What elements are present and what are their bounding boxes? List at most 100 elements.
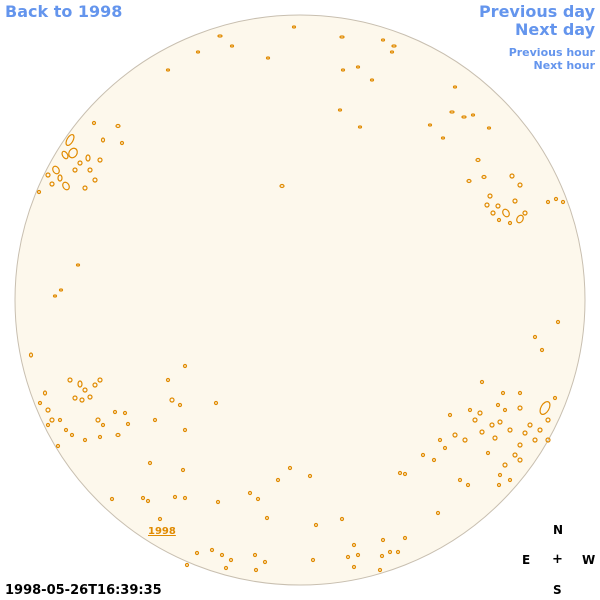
magnetic-contour [507, 477, 513, 483]
magnetic-contour [57, 417, 63, 423]
magnetic-contour [509, 173, 515, 179]
magnetic-contour [36, 189, 42, 195]
magnetic-contour [402, 471, 408, 477]
magnetic-contour [77, 160, 83, 166]
magnetic-contour [145, 498, 151, 504]
magnetic-contour [512, 452, 518, 458]
magnetic-contour [115, 432, 121, 438]
magnetic-contour [219, 552, 225, 558]
magnetic-contour [157, 516, 163, 522]
magnetic-contour [545, 437, 551, 443]
magnetic-contour [467, 407, 473, 413]
magnetic-contour [475, 157, 481, 163]
magnetic-contour [539, 401, 551, 415]
magnetic-contour [115, 123, 121, 129]
magnetic-contour [92, 382, 98, 388]
magnetic-contour [486, 126, 492, 130]
magnetic-contour [87, 394, 93, 400]
magnetic-contour [82, 185, 88, 191]
magnetic-contour [447, 412, 453, 418]
magnetic-contour [489, 422, 495, 428]
magnetic-contour [351, 542, 357, 548]
compass-west: W [582, 553, 596, 567]
magnetic-contour [553, 196, 559, 202]
magnetic-contour [262, 559, 268, 565]
magnetic-contour [345, 554, 351, 560]
magnetic-contour [92, 177, 98, 183]
magnetic-contour [67, 377, 73, 383]
back-to-year-link[interactable]: Back to 1998 [5, 2, 123, 21]
magnetic-contour [484, 202, 490, 208]
magnetic-contour [287, 465, 293, 471]
compass-east: E [522, 553, 531, 567]
next-hour-link[interactable]: Next hour [533, 59, 596, 72]
compass-south: S [553, 583, 562, 597]
magnetic-contour [279, 183, 285, 189]
magnetic-contour [380, 38, 386, 42]
magnetic-contour [252, 552, 258, 558]
magnetic-contour [477, 410, 483, 416]
magnetic-contour [275, 477, 281, 483]
magnetic-contour [507, 220, 513, 226]
magnetic-contour [552, 395, 558, 401]
previous-day-link[interactable]: Previous day [478, 2, 595, 21]
magnetic-contour [310, 557, 316, 563]
previous-hour-link[interactable]: Previous hour [508, 46, 595, 59]
magnetic-contour [61, 150, 69, 160]
magnetic-contour [182, 495, 188, 501]
magnetic-contour [253, 567, 259, 573]
magnetic-contour [512, 198, 518, 204]
magnetic-contour [466, 178, 472, 184]
magnetic-contour [452, 85, 458, 89]
magnetic-contour [462, 437, 468, 443]
magnetic-contour [555, 319, 561, 325]
magnetic-contour [507, 427, 513, 433]
magnetic-contour [355, 65, 361, 69]
magnetic-contour [481, 174, 487, 180]
magnetic-contour [479, 379, 485, 385]
magnetic-contour [479, 429, 485, 435]
magnetic-contour [440, 136, 446, 140]
magnetic-contour [522, 430, 528, 436]
magnetic-contour [545, 417, 551, 423]
magnetic-contour [140, 495, 146, 501]
magnetic-contour [497, 419, 503, 425]
compass-center: + [552, 552, 563, 567]
magnetic-contour [119, 140, 125, 146]
magnetic-contour [387, 549, 393, 555]
magnetic-contour [527, 422, 533, 428]
magnetic-contour [194, 550, 200, 556]
magnetic-contour [420, 452, 426, 458]
magnetic-contour [517, 390, 523, 396]
next-day-link[interactable]: Next day [515, 20, 595, 39]
magnetic-contour [313, 522, 319, 528]
magnetic-contour [435, 510, 441, 516]
magnetic-contour [532, 334, 538, 340]
magnetic-contour [485, 450, 491, 456]
magnetic-contour [152, 417, 158, 423]
magnetic-contour [490, 210, 496, 216]
magnetic-contour [379, 553, 385, 559]
magnetic-contour [58, 288, 64, 292]
magnetic-contour [395, 549, 401, 555]
magnetic-contour [497, 472, 503, 478]
magnetic-contour [82, 437, 88, 443]
image-timestamp: 1998-05-26T16:39:35 [5, 583, 162, 598]
magnetic-contour [122, 410, 128, 416]
magnetic-contour [517, 182, 523, 188]
magnetic-contour [147, 460, 153, 466]
magnetic-contour [397, 470, 403, 476]
magnetic-contour [355, 552, 361, 558]
magnetic-contour [472, 417, 478, 423]
magnetic-contour [195, 50, 201, 54]
year-link[interactable]: 1998 [148, 526, 176, 537]
magnetic-contour [307, 473, 313, 479]
magnetic-contour [369, 78, 375, 82]
magnetic-contour [177, 402, 183, 408]
magnetic-contour [182, 363, 188, 369]
magnetic-contour [461, 115, 467, 119]
magnetic-contour [45, 407, 51, 413]
magnetic-contour [165, 377, 171, 383]
magnetic-contour [165, 68, 171, 72]
